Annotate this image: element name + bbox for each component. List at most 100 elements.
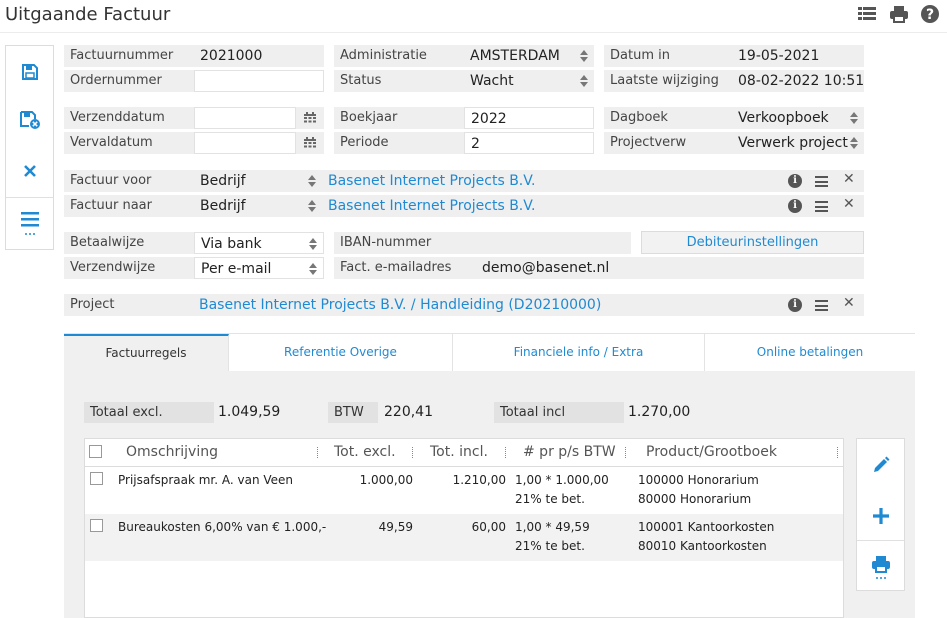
column-header-pr-ps-btw[interactable]: # pr p/s BTW bbox=[523, 444, 616, 460]
factuur-voor-link[interactable]: Basenet Internet Projects B.V. bbox=[328, 173, 536, 189]
projectverw-value: Verwerk project bbox=[738, 135, 848, 151]
save-button[interactable] bbox=[6, 48, 53, 96]
row-checkbox[interactable] bbox=[90, 472, 103, 485]
row-pr-ps: 1,00 * 1.000,00 bbox=[515, 473, 609, 487]
page-title: Uitgaande Factuur bbox=[5, 4, 171, 25]
column-resize-handle[interactable] bbox=[317, 447, 319, 458]
fact-email-label: Fact. e-mailadres bbox=[340, 260, 452, 275]
info-icon[interactable]: i bbox=[788, 199, 802, 213]
info-icon[interactable]: i bbox=[788, 174, 802, 188]
factuur-voor-label: Factuur voor bbox=[70, 173, 152, 188]
clear-icon[interactable]: ✕ bbox=[843, 295, 855, 311]
verzenddatum-input[interactable] bbox=[194, 107, 296, 129]
row-grootboek: 80000 Honorarium bbox=[638, 492, 752, 506]
projectverw-label: Projectverw bbox=[610, 135, 687, 150]
save-icon bbox=[21, 64, 38, 80]
column-resize-handle[interactable] bbox=[505, 447, 507, 458]
column-resize-handle[interactable] bbox=[625, 447, 627, 458]
project-link[interactable]: Basenet Internet Projects B.V. / Handlei… bbox=[199, 297, 602, 313]
print-icon[interactable] bbox=[889, 4, 909, 24]
tab-online-betalingen[interactable]: Online betalingen bbox=[705, 334, 915, 372]
administratie-value: AMSTERDAM bbox=[470, 48, 560, 64]
edit-icon bbox=[873, 456, 889, 472]
row-btw: 21% te bet. bbox=[515, 492, 585, 506]
list-icon[interactable] bbox=[815, 201, 828, 212]
column-header-product-grootboek[interactable]: Product/Grootboek bbox=[646, 444, 777, 460]
help-icon[interactable]: ? bbox=[920, 4, 940, 24]
save-close-icon bbox=[19, 111, 40, 129]
factuur-voor-type-select[interactable]: Bedrijf bbox=[194, 170, 322, 192]
toolbar-divider bbox=[6, 197, 53, 198]
verzenddatum-field: Verzenddatum bbox=[64, 107, 324, 129]
more-menu-button[interactable] bbox=[6, 199, 53, 247]
fact-email-field: Fact. e-mailadres demo@basenet.nl bbox=[334, 257, 864, 279]
periode-input[interactable]: 2 bbox=[464, 132, 594, 154]
totaal-excl-label: Totaal excl. bbox=[84, 402, 214, 423]
clear-icon[interactable]: ✕ bbox=[843, 171, 855, 187]
row-pr-ps: 1,00 * 49,59 bbox=[515, 520, 590, 534]
verzendwijze-select[interactable]: Per e-mail bbox=[194, 257, 324, 279]
column-resize-handle[interactable] bbox=[412, 447, 414, 458]
table-row[interactable]: Bureaukosten 6,00% van € 1.000,- 49,59 6… bbox=[85, 514, 843, 561]
projectverw-field: Projectverw Verwerk project bbox=[604, 132, 864, 154]
column-header-tot-incl[interactable]: Tot. incl. bbox=[430, 444, 488, 460]
row-checkbox[interactable] bbox=[90, 519, 103, 532]
debiteurinstellingen-button[interactable]: Debiteurinstellingen bbox=[641, 231, 864, 254]
select-arrows-icon bbox=[580, 49, 588, 63]
factuur-naar-type: Bedrijf bbox=[200, 198, 246, 214]
column-header-omschrijving[interactable]: Omschrijving bbox=[126, 444, 218, 460]
edit-row-button[interactable] bbox=[857, 440, 904, 490]
tab-bar: Factuurregels Referentie Overige Financi… bbox=[64, 333, 915, 372]
menu-icon bbox=[20, 212, 39, 235]
factuurnummer-value: 2021000 bbox=[200, 48, 263, 64]
add-row-button[interactable] bbox=[857, 491, 904, 541]
factuur-naar-type-select[interactable]: Bedrijf bbox=[194, 195, 322, 217]
status-select[interactable]: Wacht bbox=[464, 70, 594, 92]
info-icon[interactable]: i bbox=[788, 298, 802, 312]
grid-view-icon[interactable] bbox=[857, 4, 877, 24]
add-icon bbox=[872, 508, 889, 524]
calendar-icon[interactable] bbox=[304, 137, 316, 149]
list-icon[interactable] bbox=[815, 176, 828, 187]
table-row[interactable]: Prijsafspraak mr. A. van Veen 1.000,00 1… bbox=[85, 467, 843, 514]
calendar-icon[interactable] bbox=[304, 112, 316, 124]
ordernummer-input[interactable] bbox=[194, 70, 324, 92]
iban-value bbox=[478, 232, 631, 254]
factuur-voor-field: Factuur voor Bedrijf Basenet Internet Pr… bbox=[64, 170, 864, 192]
cancel-button[interactable] bbox=[6, 147, 53, 195]
list-icon[interactable] bbox=[815, 300, 828, 311]
save-close-button[interactable] bbox=[6, 96, 53, 144]
periode-label: Periode bbox=[340, 135, 389, 150]
administratie-select[interactable]: AMSTERDAM bbox=[464, 45, 594, 67]
select-arrows-icon bbox=[308, 199, 316, 213]
print-grid-button[interactable] bbox=[857, 542, 904, 592]
verzenddatum-label: Verzenddatum bbox=[70, 110, 165, 125]
clear-icon[interactable]: ✕ bbox=[843, 196, 855, 212]
tab-financiele-info[interactable]: Financiele info / Extra bbox=[453, 334, 705, 372]
betaalwijze-label: Betaalwijze bbox=[70, 235, 145, 250]
tab-referentie-overige[interactable]: Referentie Overige bbox=[229, 334, 453, 372]
factuur-naar-field: Factuur naar Bedrijf Basenet Internet Pr… bbox=[64, 195, 864, 217]
tab-factuurregels[interactable]: Factuurregels bbox=[64, 334, 229, 372]
ordernummer-field: Ordernummer bbox=[64, 70, 324, 92]
toolbar-divider bbox=[857, 540, 904, 541]
factuur-naar-link[interactable]: Basenet Internet Projects B.V. bbox=[328, 198, 536, 214]
column-header-tot-excl[interactable]: Tot. excl. bbox=[334, 444, 396, 460]
vervaldatum-input[interactable] bbox=[194, 132, 296, 154]
dagboek-select[interactable]: Verkoopboek bbox=[732, 107, 864, 129]
betaalwijze-select[interactable]: Via bank bbox=[194, 232, 324, 254]
row-tot-excl: 49,59 bbox=[378, 520, 413, 534]
fact-email-value: demo@basenet.nl bbox=[482, 260, 610, 276]
verzendwijze-label: Verzendwijze bbox=[70, 260, 156, 275]
btw-value: 220,41 bbox=[384, 404, 433, 420]
datum-in-value: 19-05-2021 bbox=[738, 48, 820, 64]
row-omschrijving: Prijsafspraak mr. A. van Veen bbox=[118, 473, 294, 487]
row-product: 100000 Honorarium bbox=[638, 473, 759, 487]
select-arrows-icon bbox=[850, 111, 858, 125]
select-all-checkbox[interactable] bbox=[89, 445, 102, 458]
boekjaar-label: Boekjaar bbox=[340, 110, 398, 125]
vervaldatum-label: Vervaldatum bbox=[70, 135, 153, 150]
column-resize-handle[interactable] bbox=[837, 447, 839, 458]
boekjaar-input[interactable]: 2022 bbox=[464, 107, 594, 129]
projectverw-select[interactable]: Verwerk project bbox=[732, 132, 864, 154]
